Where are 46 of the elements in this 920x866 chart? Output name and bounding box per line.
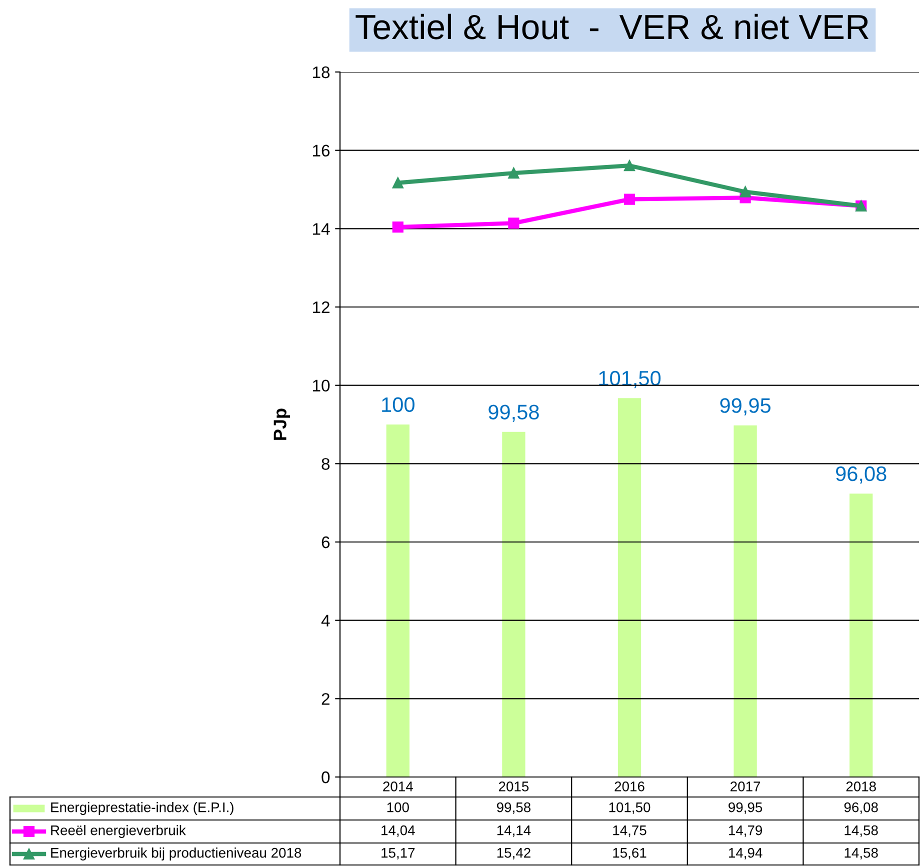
data-label: 14,14	[497, 826, 531, 837]
point	[624, 194, 636, 205]
data-label: 99,58	[496, 802, 530, 814]
y-tick-label: 12	[313, 301, 330, 314]
y-tick-label: 2	[322, 693, 330, 705]
data-label: 14,04	[382, 825, 415, 837]
legend-label: Energieprestatie-index (E.P.I.)	[51, 802, 234, 815]
point	[392, 222, 404, 233]
data-label: 15,61	[613, 848, 646, 860]
data-label: 15,17	[382, 848, 415, 860]
point	[392, 177, 404, 188]
text: 96,08	[836, 466, 886, 484]
text: 100	[382, 397, 414, 412]
y-axis-title: PJp	[274, 408, 290, 440]
data-label: 96,08	[844, 802, 878, 814]
legend-label: Energieverbruik bij productieniveau 2018	[51, 848, 302, 860]
x-tick-label: 2017	[730, 782, 760, 792]
y-tick-label: 8	[322, 458, 330, 470]
data-label: 14,58	[844, 825, 878, 837]
chart-title: Textiel & Hout - VER & niet VER	[356, 14, 869, 40]
point	[624, 160, 636, 172]
y-tick-label: 16	[313, 144, 330, 157]
y-tick-label: 18	[313, 66, 330, 78]
data-label: 15,42	[497, 848, 530, 860]
point	[740, 186, 751, 198]
x-tick-label: 2016	[614, 782, 644, 792]
x-tick-label: 2014	[383, 782, 413, 792]
point	[508, 218, 520, 229]
data-label: 14,79	[728, 825, 762, 837]
legend-label: Reeël energieverbruik	[51, 825, 186, 838]
y-tick-label: 6	[322, 536, 330, 548]
data-label: 100	[387, 802, 409, 812]
point	[508, 167, 520, 179]
text: 99,58	[488, 404, 539, 422]
y-tick-label: 4	[321, 614, 330, 626]
text: 99,95	[720, 398, 770, 416]
x-tick-label: 2018	[846, 782, 876, 792]
y-tick-label: 0	[322, 771, 330, 784]
data-label: 99,95	[728, 802, 762, 814]
data-label: 101,50	[609, 802, 650, 814]
y-tick-label: 10	[313, 380, 330, 392]
y-tick-label: 14	[313, 223, 330, 235]
data-label: 14,75	[613, 826, 646, 837]
x-tick-label: 2015	[498, 782, 529, 792]
data-label: 14,94	[728, 848, 762, 860]
data-label: 14,58	[844, 848, 878, 860]
